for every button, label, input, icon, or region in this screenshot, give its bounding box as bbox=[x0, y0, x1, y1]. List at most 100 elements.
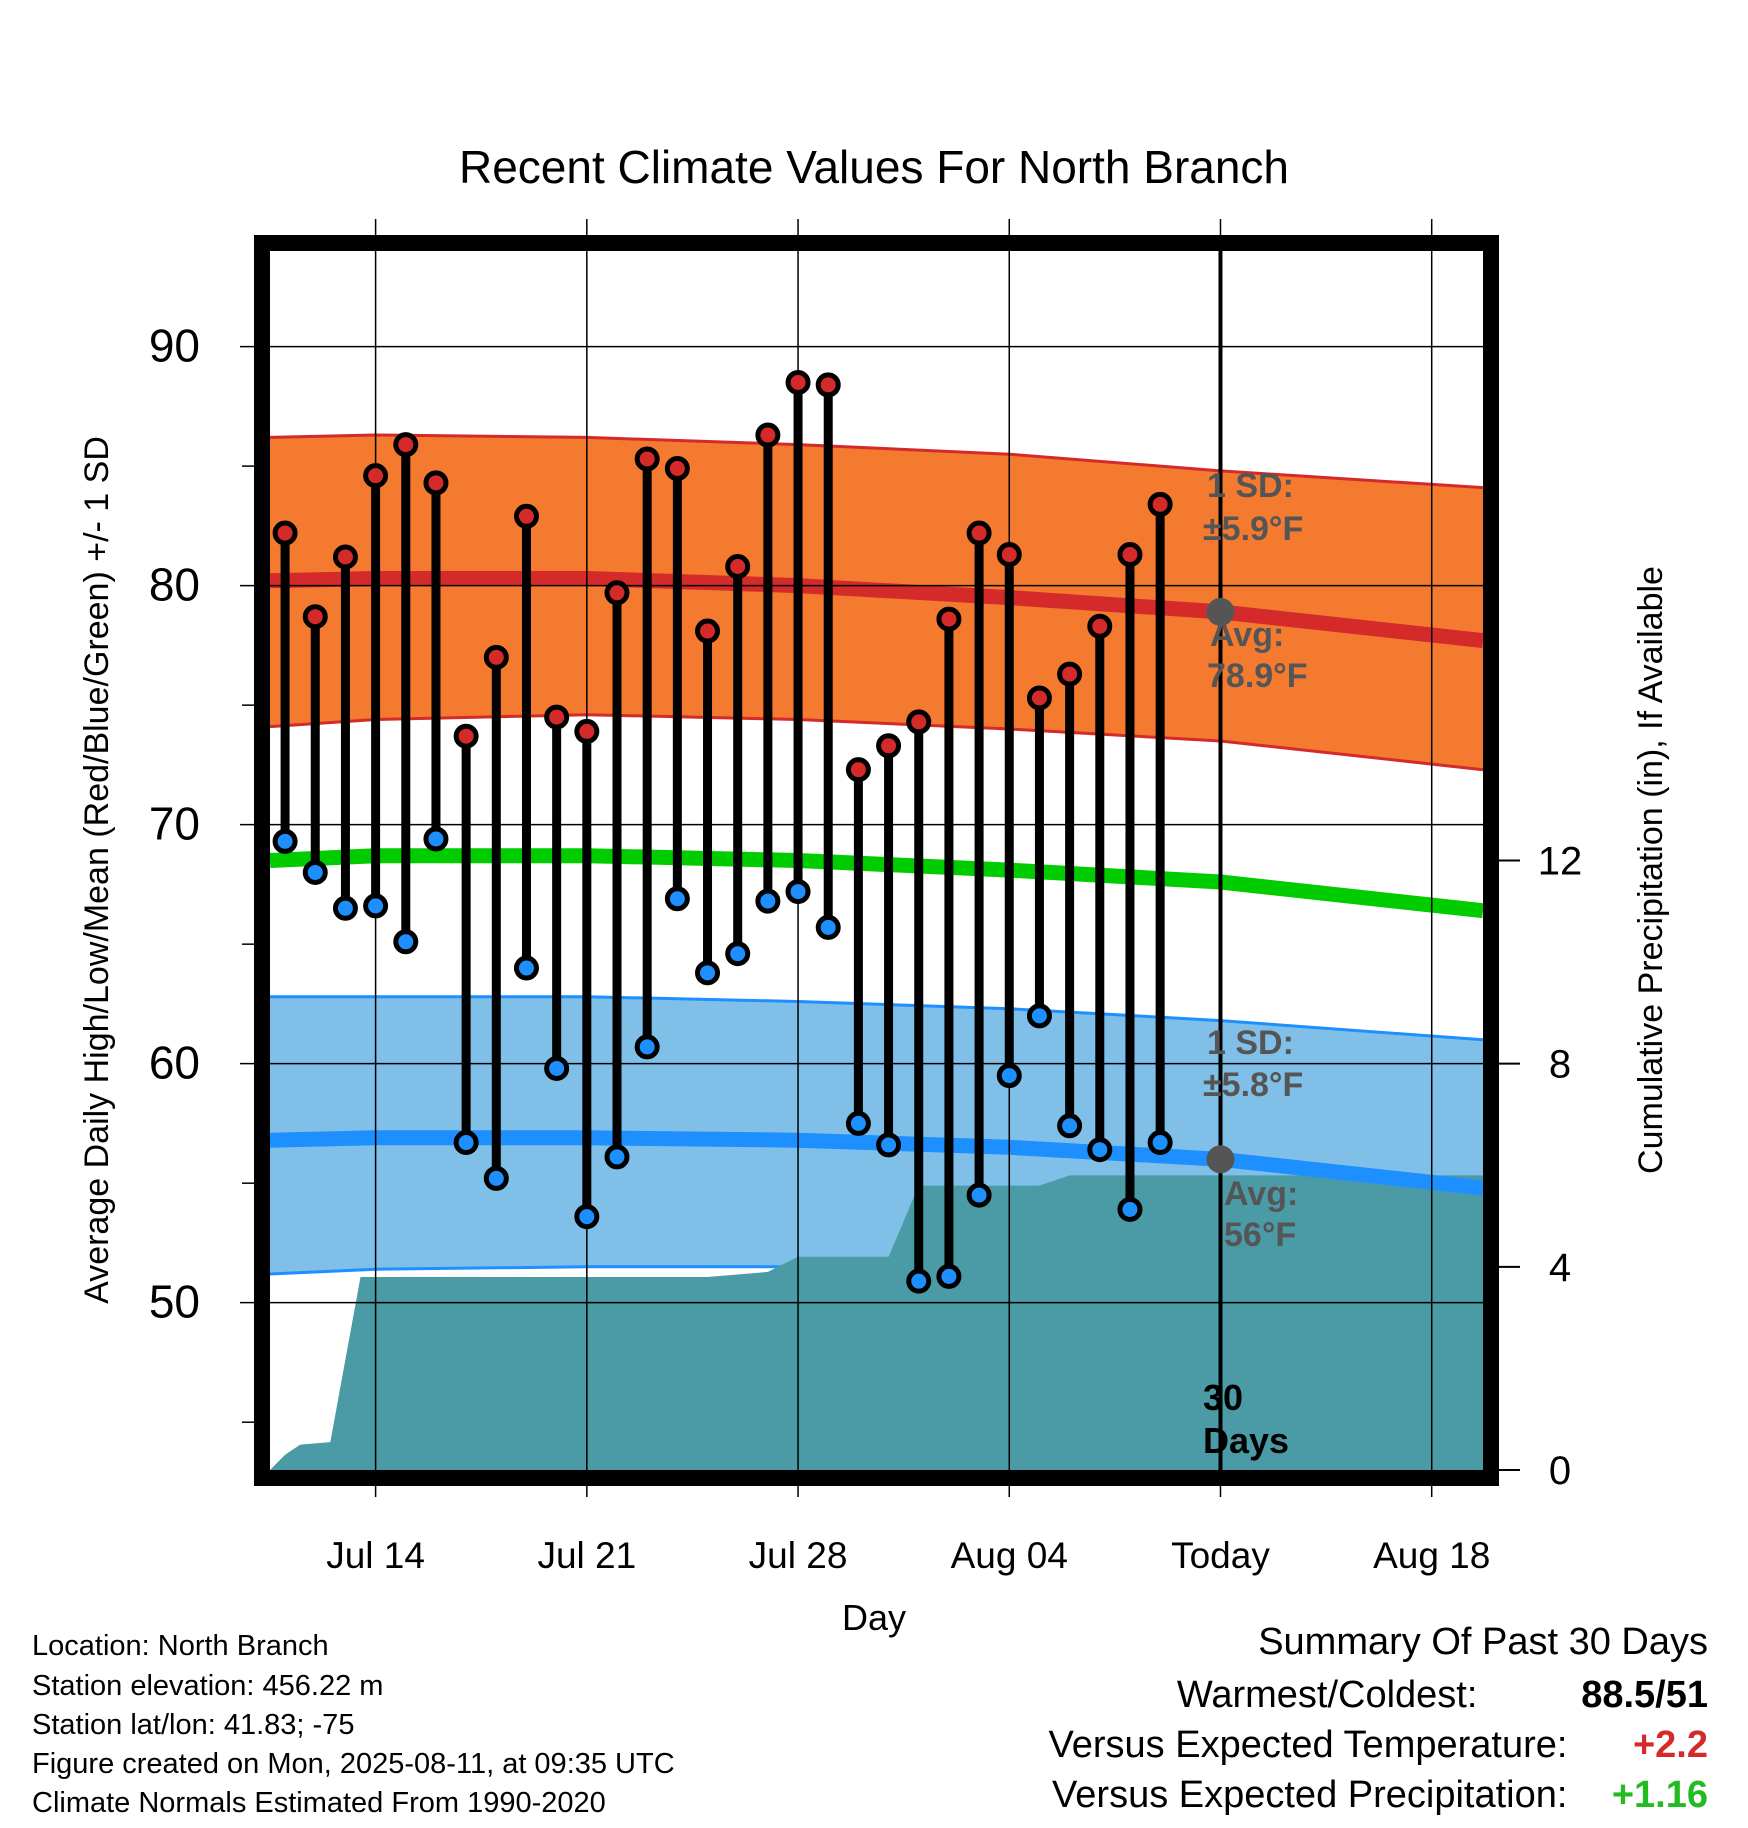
y-tick-label: 60 bbox=[149, 1037, 200, 1089]
daily-high-point bbox=[936, 606, 962, 632]
daily-low-point bbox=[845, 1110, 871, 1136]
daily-high-point bbox=[1117, 542, 1143, 568]
daily-high-point bbox=[272, 520, 298, 546]
summary-temp-label: Versus Expected Temperature: bbox=[1048, 1724, 1568, 1766]
daily-high-point bbox=[483, 644, 509, 670]
daily-low-point bbox=[1147, 1130, 1173, 1156]
today-high-avg-marker bbox=[1206, 597, 1235, 626]
info-latlon: Station lat/lon: 41.83; -75 bbox=[32, 1709, 355, 1741]
summary-heading: Summary Of Past 30 Days bbox=[1258, 1621, 1708, 1663]
precip-area bbox=[270, 1175, 1483, 1470]
plot-frame bbox=[254, 235, 1499, 1486]
daily-high-point bbox=[423, 470, 449, 496]
y2-axis-label: Cumulative Precipitation (in), If Availa… bbox=[1632, 566, 1670, 1174]
high-sd-annotation: 1 SD: bbox=[1207, 467, 1294, 505]
summary-warmest-label: Warmest/Coldest: bbox=[1176, 1674, 1478, 1716]
daily-low-point bbox=[453, 1130, 479, 1156]
daily-high-point bbox=[876, 733, 902, 759]
daily-high-point bbox=[513, 503, 539, 529]
x-tick-label: Aug 18 bbox=[1373, 1535, 1490, 1576]
daily-low-point bbox=[272, 828, 298, 854]
daily-low-point bbox=[755, 888, 781, 914]
daily-high-point bbox=[1147, 491, 1173, 517]
daily-low-point bbox=[604, 1144, 630, 1170]
period-annotation-number: 30 bbox=[1203, 1377, 1243, 1418]
summary-temp-row: Versus Expected Temperature: +2.2 bbox=[1049, 1725, 1708, 1765]
daily-low-point bbox=[302, 859, 328, 885]
daily-low-point bbox=[664, 886, 690, 912]
y2-tick-label: 4 bbox=[1549, 1246, 1571, 1290]
daily-high-point bbox=[1087, 613, 1113, 639]
summary-precip-label: Versus Expected Precipitation: bbox=[1052, 1774, 1568, 1816]
x-tick-label: Today bbox=[1171, 1535, 1270, 1576]
daily-low-point bbox=[332, 895, 358, 921]
info-created: Figure created on Mon, 2025-08-11, at 09… bbox=[32, 1748, 675, 1780]
daily-low-point bbox=[785, 879, 811, 905]
daily-high-point bbox=[845, 757, 871, 783]
y-axis-label: Average Daily High/Low/Mean (Red/Blue/Gr… bbox=[78, 436, 116, 1304]
daily-low-point bbox=[1026, 1003, 1052, 1029]
daily-high-point bbox=[725, 554, 751, 580]
daily-low-point bbox=[815, 914, 841, 940]
low-avg-annotation: Avg: bbox=[1224, 1175, 1298, 1213]
y-tick-label: 50 bbox=[149, 1276, 200, 1328]
daily-low-point bbox=[634, 1034, 660, 1060]
daily-low-point bbox=[393, 929, 419, 955]
daily-low-point bbox=[1057, 1113, 1083, 1139]
daily-high-point bbox=[574, 718, 600, 744]
x-axis-label: Day bbox=[842, 1597, 906, 1638]
low-avg-value-annotation: 56°F bbox=[1224, 1216, 1296, 1254]
summary-precip-row: Versus Expected Precipitation: +1.16 bbox=[1052, 1775, 1708, 1815]
period-annotation-unit: Days bbox=[1203, 1420, 1289, 1461]
summary-warmest-value: 88.5/51 bbox=[1581, 1674, 1708, 1716]
daily-low-point bbox=[906, 1268, 932, 1294]
daily-low-point bbox=[996, 1063, 1022, 1089]
daily-low-point bbox=[1117, 1196, 1143, 1222]
daily-high-point bbox=[302, 604, 328, 630]
daily-high-point bbox=[966, 520, 992, 546]
daily-low-point bbox=[544, 1055, 570, 1081]
high-sd-value-annotation: ±5.9°F bbox=[1203, 510, 1303, 548]
mean-avg-line bbox=[269, 848, 1484, 919]
daily-high-point bbox=[634, 446, 660, 472]
daily-low-point bbox=[423, 826, 449, 852]
summary-precip-value: +1.16 bbox=[1611, 1774, 1708, 1816]
y-tick-label: 90 bbox=[149, 320, 200, 372]
daily-low-point bbox=[966, 1182, 992, 1208]
daily-low-point bbox=[513, 955, 539, 981]
y2-tick-label: 0 bbox=[1549, 1449, 1571, 1493]
daily-high-point bbox=[393, 432, 419, 458]
daily-high-point bbox=[755, 422, 781, 448]
daily-high-point bbox=[604, 580, 630, 606]
daily-high-point bbox=[1057, 661, 1083, 687]
daily-low-point bbox=[695, 960, 721, 986]
summary-warmest-row: Warmest/Coldest: 88.5/51 bbox=[1177, 1675, 1708, 1715]
high-avg-value-annotation: 78.9°F bbox=[1207, 657, 1308, 695]
daily-high-point bbox=[544, 704, 570, 730]
x-tick-label: Jul 21 bbox=[537, 1535, 636, 1576]
summary-temp-value: +2.2 bbox=[1632, 1724, 1708, 1766]
info-location: Location: North Branch bbox=[32, 1630, 329, 1662]
daily-low-point bbox=[574, 1204, 600, 1230]
daily-low-point bbox=[876, 1132, 902, 1158]
y-tick-label: 70 bbox=[149, 798, 200, 850]
low-sd-value-annotation: ±5.8°F bbox=[1203, 1066, 1303, 1104]
high-normal-band bbox=[270, 435, 1483, 770]
daily-low-point bbox=[483, 1165, 509, 1191]
daily-high-point bbox=[363, 463, 389, 489]
chart-title: Recent Climate Values For North Branch bbox=[459, 141, 1289, 193]
info-normals: Climate Normals Estimated From 1990-2020 bbox=[32, 1787, 606, 1819]
high-avg-annotation: Avg: bbox=[1210, 616, 1284, 654]
daily-high-point bbox=[1026, 685, 1052, 711]
x-tick-label: Aug 04 bbox=[951, 1535, 1068, 1576]
daily-high-point bbox=[996, 542, 1022, 568]
daily-low-point bbox=[725, 941, 751, 967]
daily-low-point bbox=[936, 1263, 962, 1289]
daily-low-point bbox=[1087, 1137, 1113, 1163]
daily-low-point bbox=[363, 893, 389, 919]
y2-tick-label: 12 bbox=[1538, 840, 1583, 884]
daily-high-point bbox=[453, 723, 479, 749]
daily-high-point bbox=[785, 369, 811, 395]
daily-high-point bbox=[815, 372, 841, 398]
